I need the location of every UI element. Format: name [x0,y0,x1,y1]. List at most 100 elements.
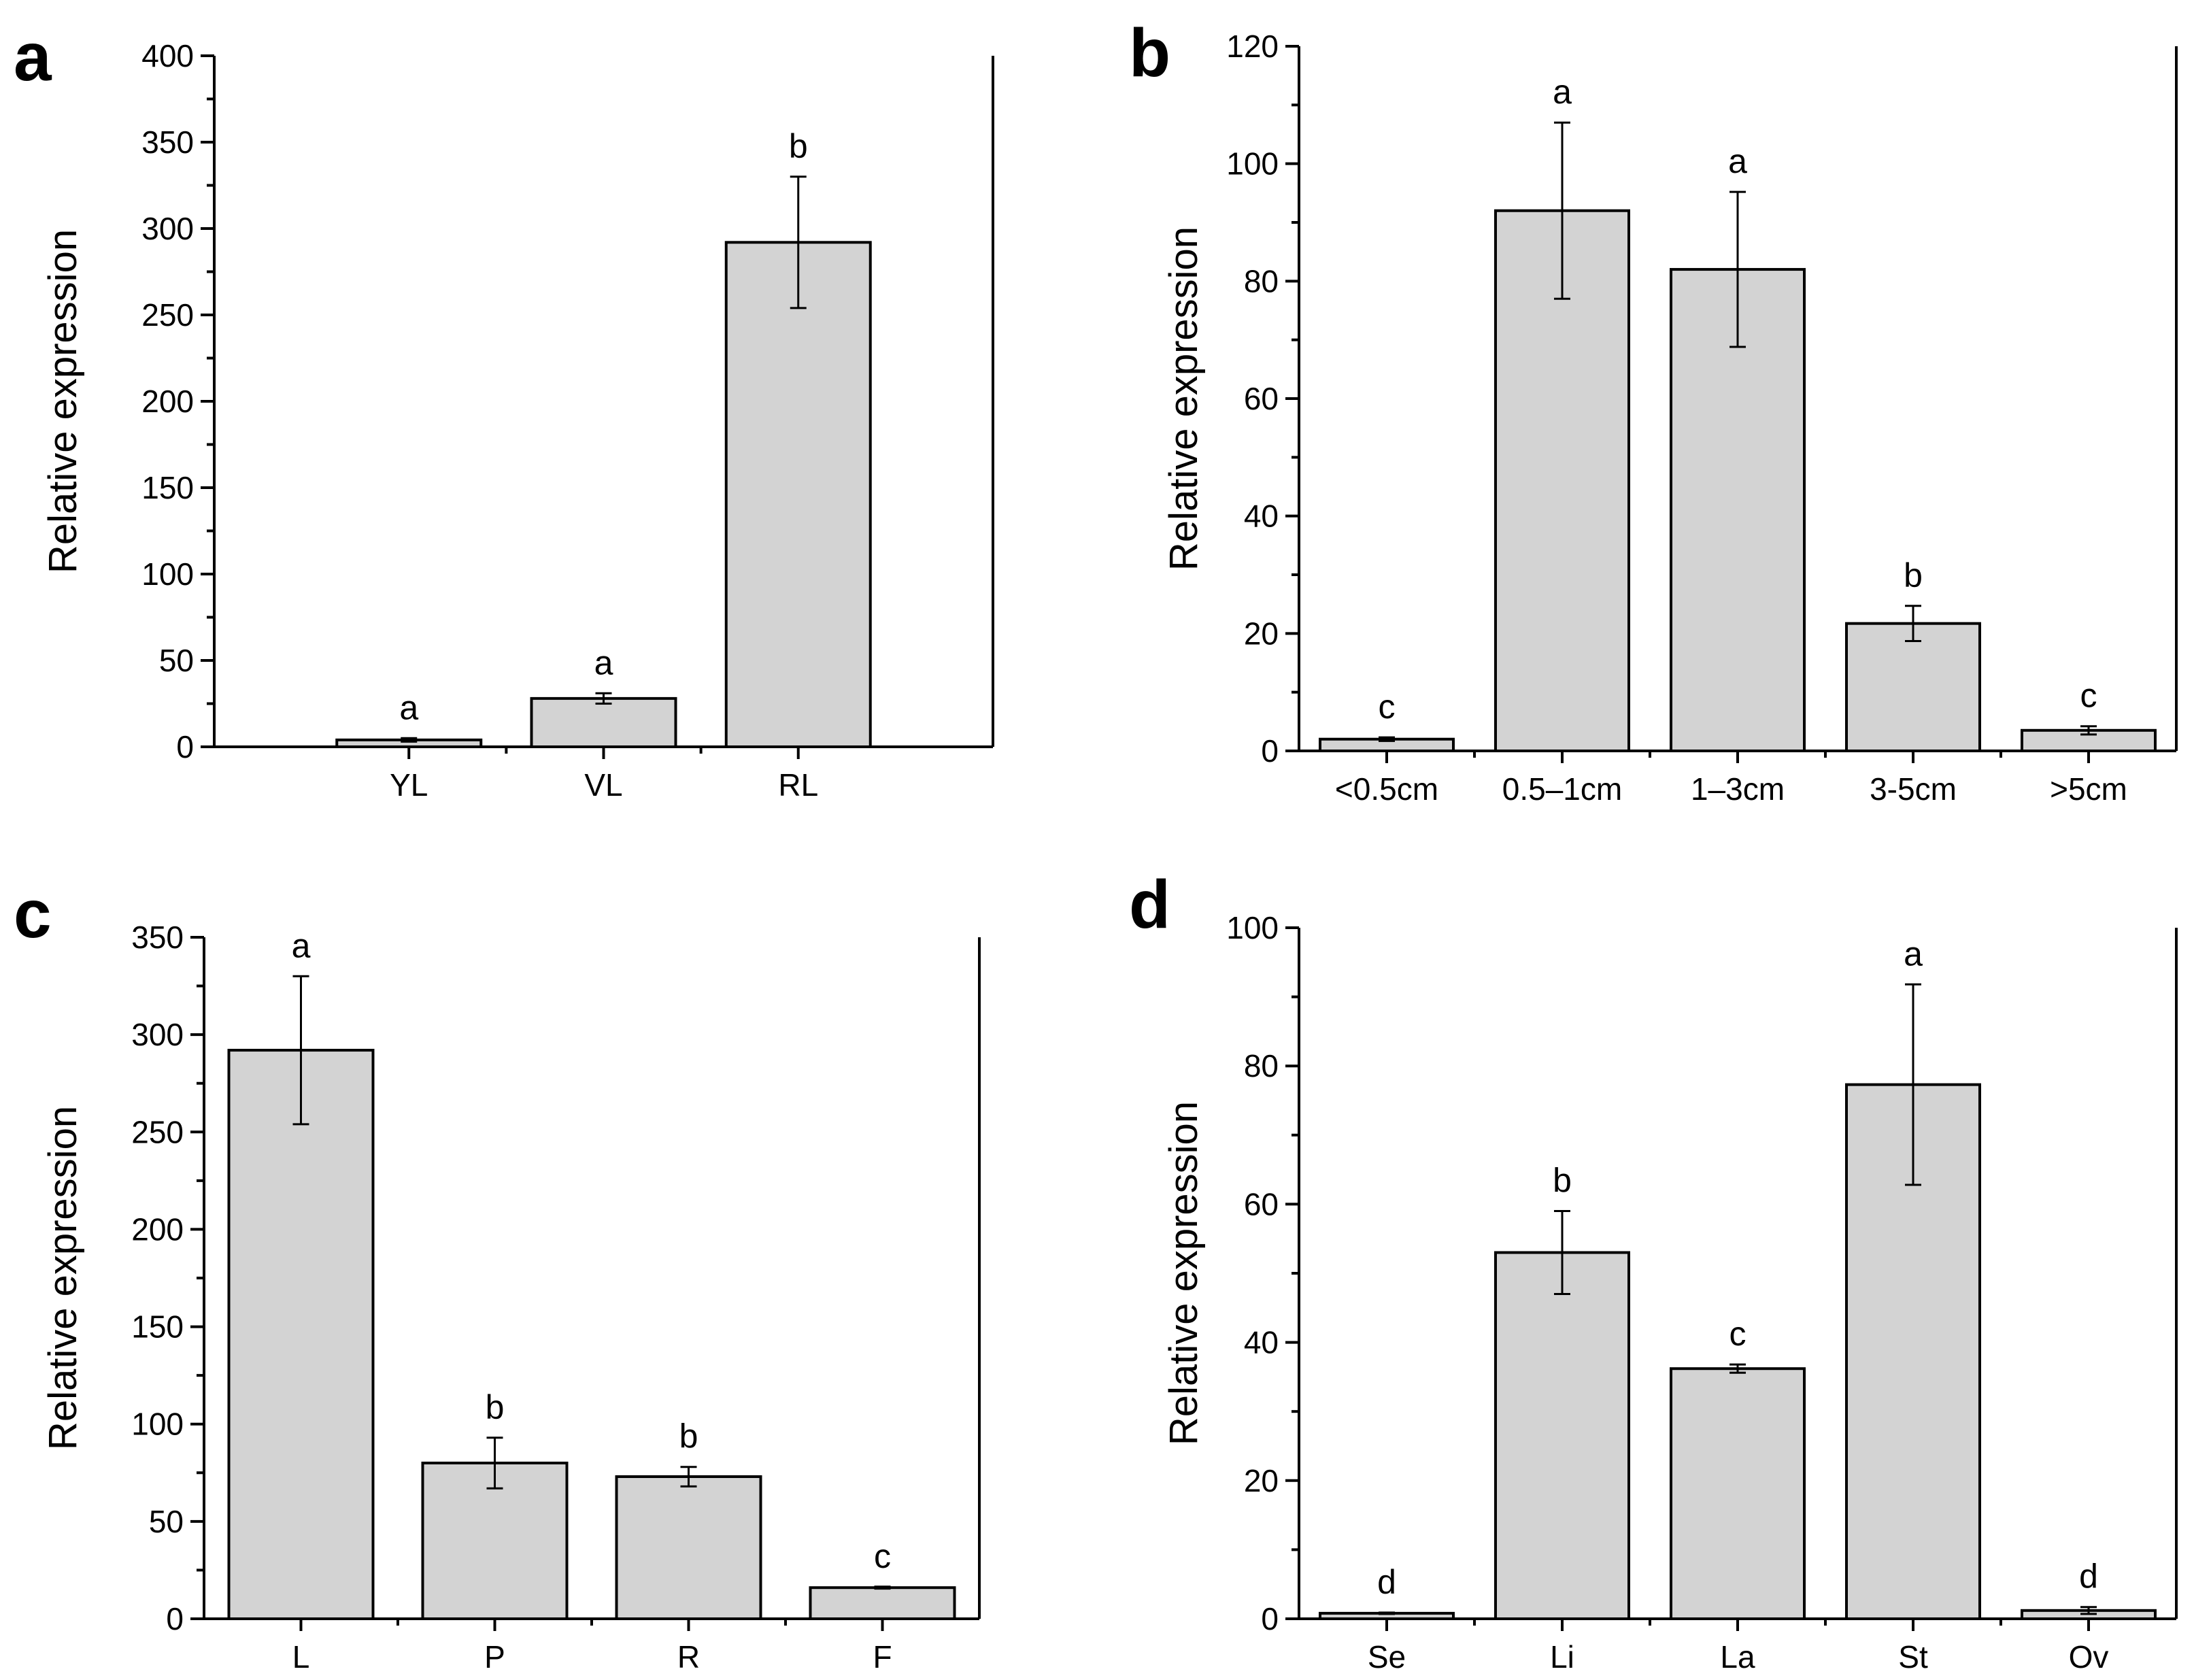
x-tick-label: 1–3cm [1691,771,1785,807]
significance-label: c [1379,688,1396,726]
x-tick-label: VL [584,767,622,803]
axes [203,937,979,1620]
y-tick-label: 0 [1261,733,1279,769]
x-tick-label: L [292,1639,310,1675]
y-tick-label: 40 [1244,1325,1279,1360]
y-tick-label: 350 [141,124,194,160]
axes [213,56,993,748]
significance-label: b [789,127,808,165]
panel-a: a Relative expression a YL a VL b RL 0 50 100 150 20… [14,19,994,803]
bar [530,696,677,749]
bar [227,1049,375,1620]
significance-label: c [874,1537,891,1575]
error-bar [1379,1611,1395,1615]
bar [724,241,872,748]
panel-c: c Relative expression a Lb Pb Rc F 0 50 100 150 200… [14,876,981,1675]
y-tick-label: 100 [1226,146,1279,182]
panel-letter: b [1129,15,1170,91]
significance-label: d [1377,1563,1396,1601]
panel-letter: a [14,19,52,95]
error-bar [1729,190,1746,348]
panel-letter: d [1129,867,1170,943]
y-tick-label: 150 [131,1309,184,1345]
bar [1845,622,1981,753]
significance-label: b [1553,1162,1572,1200]
x-tick-label: Li [1550,1639,1574,1675]
x-tick-label: YL [390,767,428,803]
y-tick-label: 350 [131,920,184,955]
significance-label: b [679,1417,698,1456]
y-tick-label: 150 [141,470,194,505]
y-tick-label: 60 [1244,381,1279,416]
y-tick-label: 120 [1226,29,1279,64]
error-bar [486,1437,503,1490]
x-tick-label: Ov [2069,1639,2109,1675]
significance-label: b [486,1388,505,1426]
panel-letter: c [14,876,52,952]
significance-label: c [1729,1315,1746,1353]
significance-label: b [1904,556,1923,594]
x-tick-label: 0.5–1cm [1502,771,1622,807]
y-tick-label: 100 [141,556,194,592]
bar [615,1475,762,1621]
x-tick-label: <0.5cm [1335,771,1438,807]
error-bar [2080,1606,2097,1615]
x-tick-label: Se [1368,1639,1406,1675]
y-tick-label: 0 [166,1601,184,1636]
significance-label: d [2079,1558,2098,1596]
x-tick-label: P [484,1639,505,1675]
error-bar [1379,736,1395,742]
error-bar [401,737,418,743]
error-bar [1554,1210,1570,1295]
significance-label: c [2080,677,2097,715]
y-tick-label: 40 [1244,499,1279,534]
axes [1298,928,2176,1620]
y-axis-label: Relative expression [41,229,85,573]
x-tick-label: F [873,1639,892,1675]
y-tick-label: 60 [1244,1186,1279,1222]
x-tick-label: La [1720,1639,1755,1675]
y-axis-label: Relative expression [1162,226,1206,571]
y-axis-label: Relative expression [1162,1101,1206,1445]
error-bar [595,692,612,705]
y-tick-label: 80 [1244,263,1279,299]
error-bar [2080,725,2097,736]
x-tick-label: R [677,1639,700,1675]
significance-label: a [1728,142,1747,180]
bar [809,1586,956,1621]
y-tick-label: 100 [131,1407,184,1442]
error-bar [1729,1363,1746,1374]
y-tick-label: 80 [1244,1048,1279,1083]
error-bar [1554,121,1570,300]
bar [1670,268,1806,753]
y-tick-label: 300 [141,211,194,246]
error-bar [680,1466,697,1488]
error-bar [874,1585,891,1590]
significance-label: a [1904,935,1923,973]
x-tick-label: >5cm [2050,771,2127,807]
y-axis-label: Relative expression [41,1106,85,1450]
error-bar [1905,983,1921,1186]
x-tick-label: 3-5cm [1870,771,1957,807]
x-tick-label: St [1898,1639,1928,1675]
error-bar [292,975,309,1126]
significance-label: a [1553,73,1572,111]
error-bar [790,175,807,309]
bar [1494,1251,1630,1620]
y-tick-label: 0 [176,729,194,765]
y-tick-label: 200 [141,384,194,419]
bar [1670,1367,1806,1620]
y-tick-label: 300 [131,1017,184,1052]
y-tick-label: 200 [131,1211,184,1247]
y-tick-label: 250 [131,1114,184,1149]
y-tick-label: 50 [149,1504,184,1539]
significance-label: a [292,926,311,964]
error-bar [1905,605,1921,643]
y-tick-label: 100 [1226,910,1279,945]
significance-label: a [399,688,418,726]
panel-b: b Relative expression c <0.5cm a 0.5–1cm a 1–3c… [1129,15,2178,807]
significance-label: a [594,643,613,682]
y-tick-label: 400 [141,38,194,73]
axes [1298,46,2176,752]
